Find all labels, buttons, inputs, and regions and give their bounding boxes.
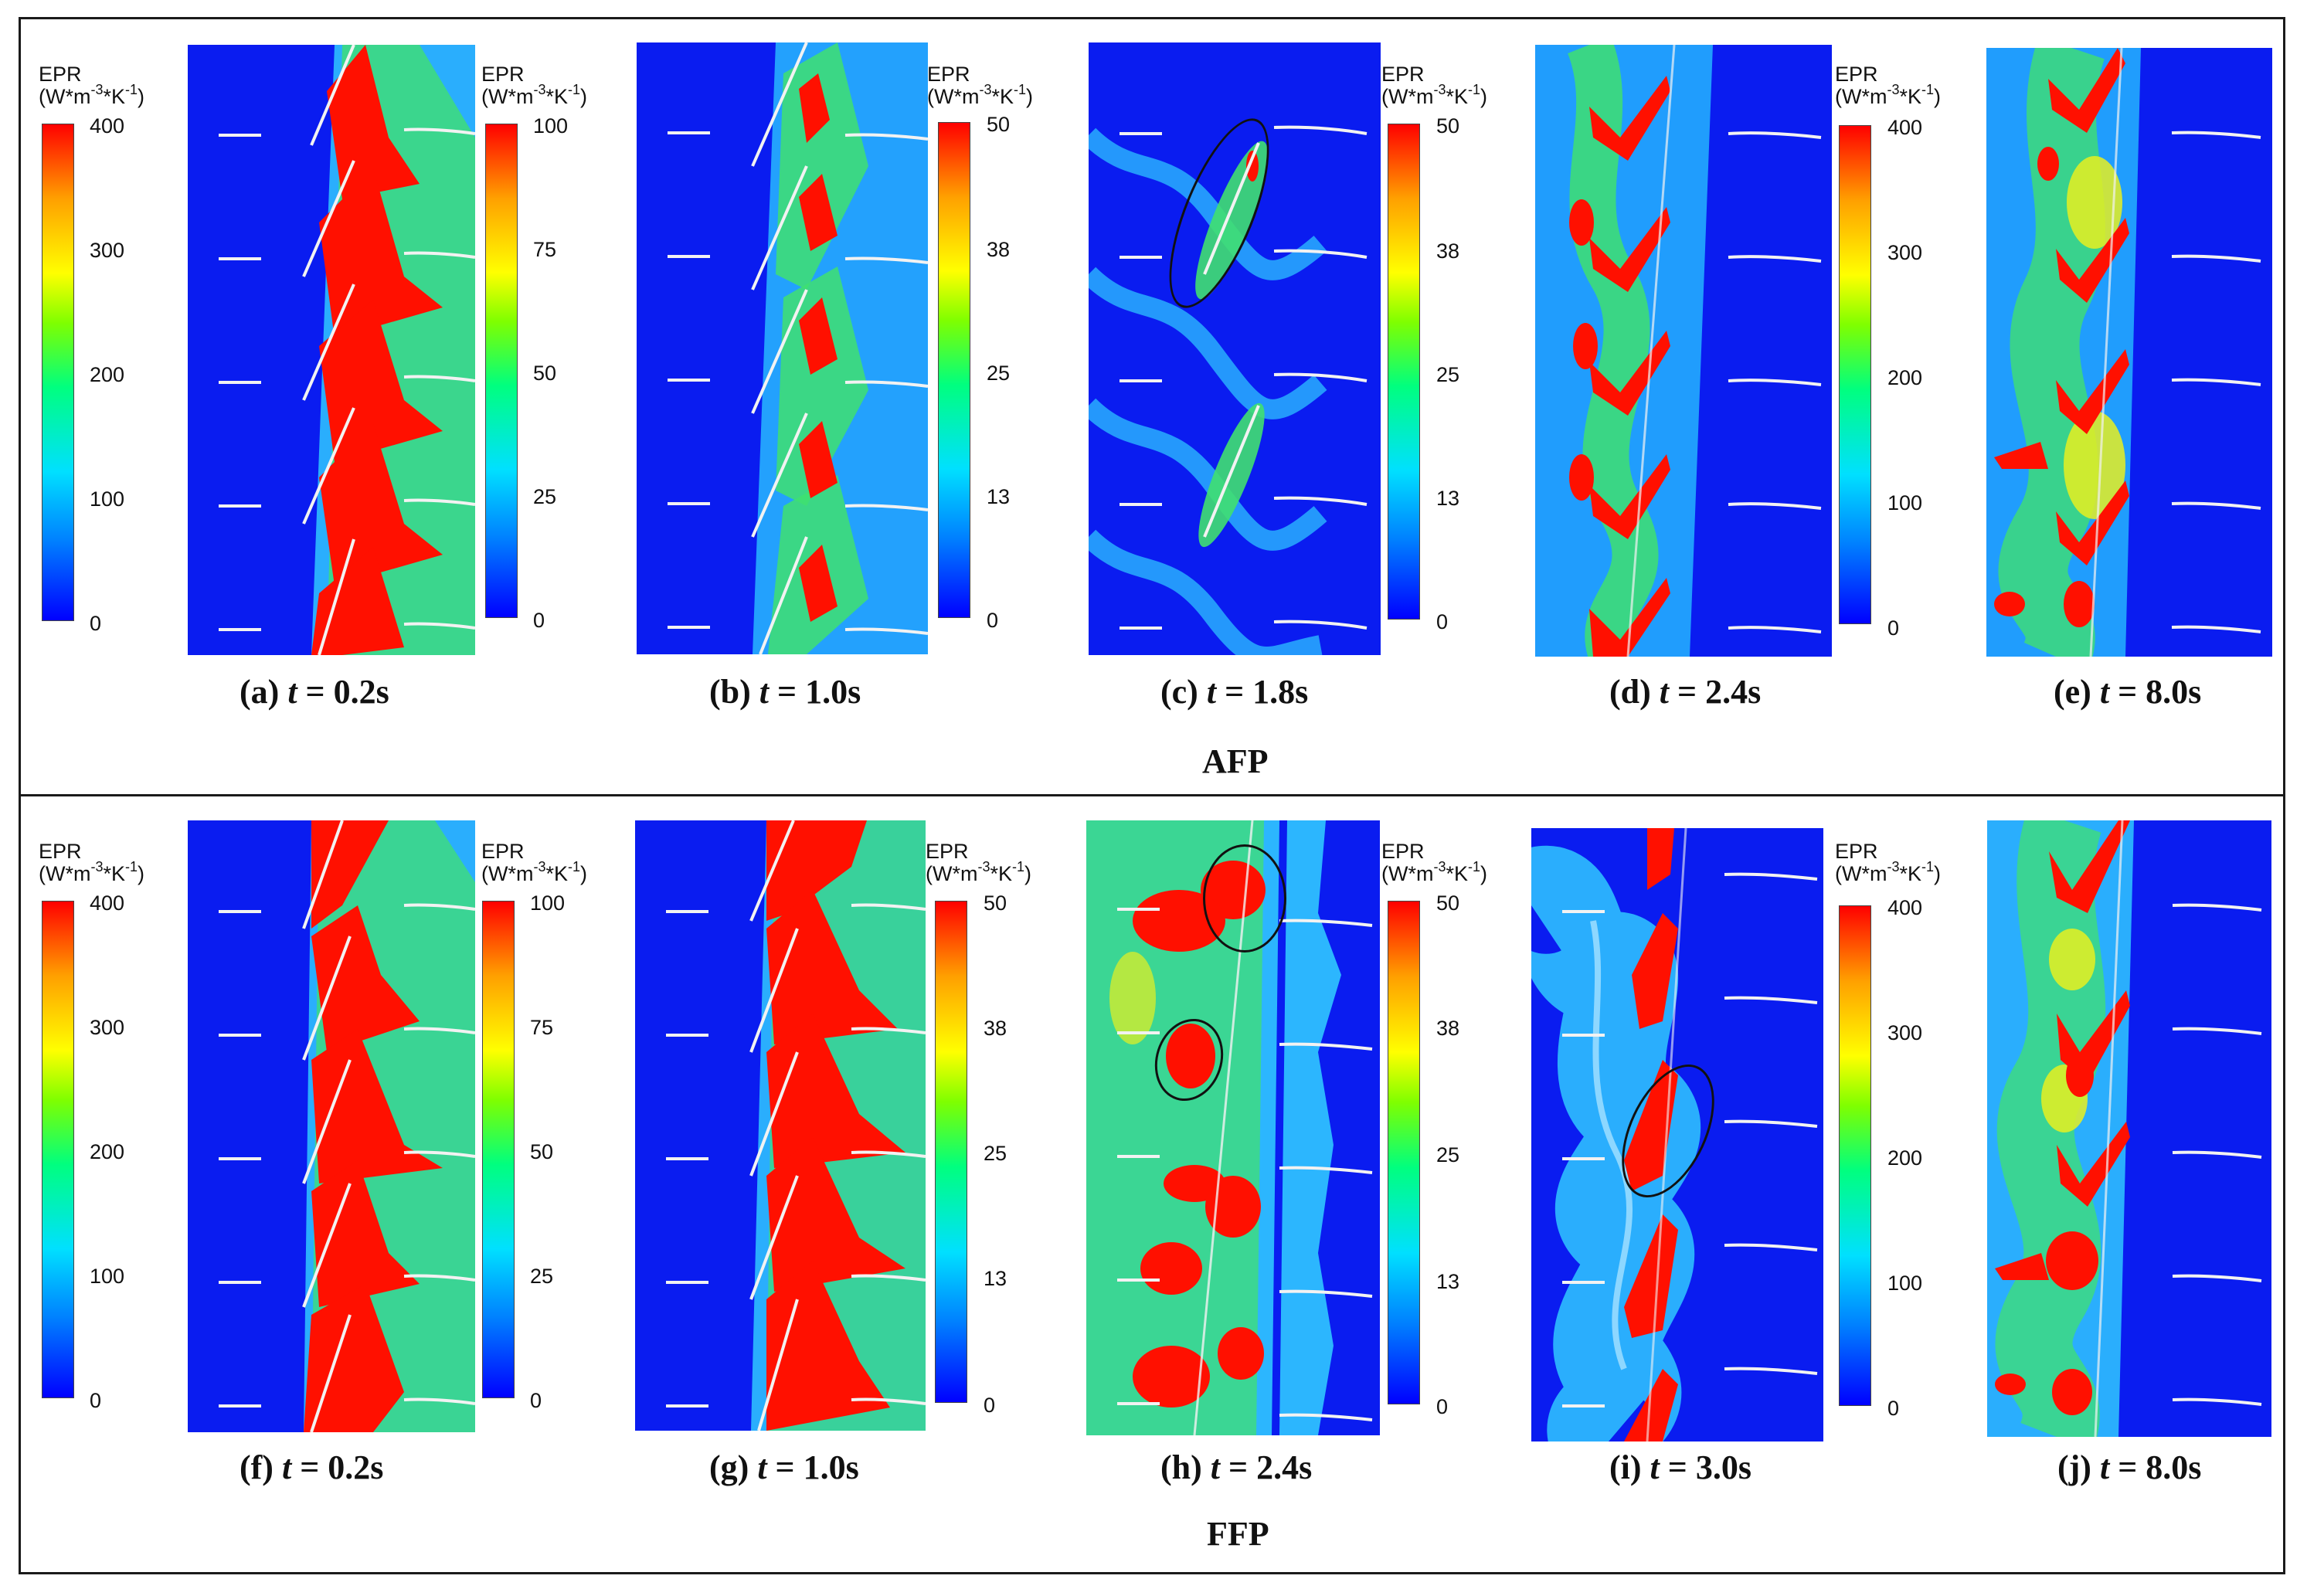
panel-caption: (f) t = 0.2s [240, 1448, 384, 1486]
colorbar-tick: 50 [1436, 114, 1460, 138]
contour-panel-j [1987, 820, 2271, 1437]
colorbar [1839, 905, 1871, 1406]
panel-caption: (a) t = 0.2s [240, 673, 389, 711]
colorbar-tick: 100 [90, 487, 125, 511]
row-label-afp: AFP [1202, 742, 1269, 780]
colorbar-tick: 0 [90, 1389, 102, 1412]
colorbar [42, 901, 74, 1398]
colorbar-tick: 300 [90, 1016, 125, 1039]
colorbar-tick: 300 [1887, 1021, 1923, 1044]
colorbar-tick: 400 [1887, 896, 1923, 919]
colorbar [42, 124, 74, 621]
colorbar-tick: 75 [533, 238, 557, 261]
colorbar-title: EPR (W*m-3*K-1) [1381, 63, 1488, 108]
panel-caption: (h) t = 2.4s [1160, 1448, 1313, 1486]
contour-panel-a [188, 45, 475, 655]
colorbar-tick: 100 [533, 114, 569, 138]
colorbar-tick: 200 [1887, 366, 1923, 389]
colorbar-tick: 25 [533, 485, 557, 508]
panel-caption: (g) t = 1.0s [709, 1448, 859, 1486]
colorbar-tick: 200 [90, 1140, 125, 1163]
colorbar-tick: 0 [1887, 616, 1900, 640]
panel-caption: (i) t = 3.0s [1609, 1448, 1751, 1486]
colorbar-title: EPR (W*m-3*K-1) [927, 63, 1034, 108]
colorbar-tick: 50 [984, 891, 1007, 915]
colorbar-tick: 13 [984, 1267, 1007, 1290]
colorbar-title: EPR (W*m-3*K-1) [39, 63, 145, 108]
colorbar-tick: 25 [530, 1265, 554, 1288]
colorbar-tick: 38 [1436, 239, 1460, 263]
colorbar-tick: 38 [984, 1017, 1007, 1040]
colorbar-tick: 400 [90, 891, 125, 915]
colorbar-tick: 25 [987, 362, 1011, 385]
colorbar-title: EPR (W*m-3*K-1) [481, 840, 588, 885]
colorbar-tick: 300 [90, 239, 125, 262]
colorbar-tick: 200 [1887, 1146, 1923, 1170]
colorbar [1388, 124, 1420, 620]
contour-panel-f [188, 820, 475, 1432]
colorbar [1388, 901, 1420, 1404]
row-label-ffp: FFP [1207, 1515, 1269, 1553]
panel-caption: (e) t = 8.0s [2054, 673, 2202, 711]
colorbar [1839, 125, 1871, 624]
colorbar-tick: 13 [1436, 487, 1460, 510]
colorbar-tick: 0 [90, 612, 102, 635]
colorbar-tick: 25 [984, 1142, 1007, 1165]
colorbar-tick: 50 [530, 1140, 554, 1163]
colorbar-tick: 100 [530, 891, 566, 915]
colorbar-tick: 50 [1436, 891, 1460, 915]
colorbar-tick: 0 [533, 609, 545, 632]
colorbar-tick: 0 [1436, 610, 1449, 633]
contour-panel-g [635, 820, 926, 1431]
colorbar-tick: 200 [90, 363, 125, 386]
colorbar-title: EPR (W*m-3*K-1) [1835, 63, 1942, 108]
colorbar-tick: 400 [1887, 116, 1923, 139]
colorbar-title: EPR (W*m-3*K-1) [481, 63, 588, 108]
row-divider [19, 794, 2285, 796]
colorbar-tick: 25 [1436, 363, 1460, 386]
contour-panel-b [637, 42, 928, 654]
colorbar-title: EPR (W*m-3*K-1) [39, 840, 145, 885]
colorbar-tick: 0 [1436, 1395, 1449, 1418]
contour-panel-c [1089, 42, 1381, 655]
colorbar-title: EPR (W*m-3*K-1) [1381, 840, 1488, 885]
colorbar-tick: 400 [90, 114, 125, 138]
colorbar-tick: 25 [1436, 1143, 1460, 1166]
colorbar-title: EPR (W*m-3*K-1) [1835, 840, 1942, 885]
colorbar-tick: 13 [987, 485, 1011, 508]
contour-panel-e [1986, 48, 2272, 657]
colorbar-tick: 0 [530, 1389, 542, 1412]
colorbar-tick: 100 [90, 1265, 125, 1288]
colorbar-tick: 0 [987, 609, 999, 632]
colorbar-tick: 50 [533, 362, 557, 385]
colorbar [482, 901, 515, 1398]
colorbar-tick: 38 [1436, 1017, 1460, 1040]
colorbar-tick: 300 [1887, 241, 1923, 264]
colorbar-tick: 100 [1887, 1272, 1923, 1295]
highlight-ellipse [1203, 844, 1286, 953]
panel-caption: (j) t = 8.0s [2057, 1448, 2202, 1486]
colorbar-tick: 0 [1887, 1397, 1900, 1420]
colorbar-tick: 75 [530, 1016, 554, 1039]
panel-caption: (b) t = 1.0s [709, 673, 861, 711]
colorbar [938, 122, 970, 618]
panel-caption: (d) t = 2.4s [1609, 673, 1762, 711]
colorbar-tick: 38 [987, 238, 1011, 261]
contour-panel-i [1531, 828, 1823, 1441]
panel-caption: (c) t = 1.8s [1160, 673, 1309, 711]
colorbar-tick: 50 [987, 113, 1011, 136]
colorbar [935, 901, 967, 1403]
colorbar-tick: 100 [1887, 491, 1923, 514]
colorbar-title: EPR (W*m-3*K-1) [926, 840, 1032, 885]
colorbar-tick: 13 [1436, 1270, 1460, 1293]
colorbar-tick: 0 [984, 1394, 996, 1417]
contour-panel-d [1535, 45, 1832, 657]
colorbar [485, 124, 518, 618]
